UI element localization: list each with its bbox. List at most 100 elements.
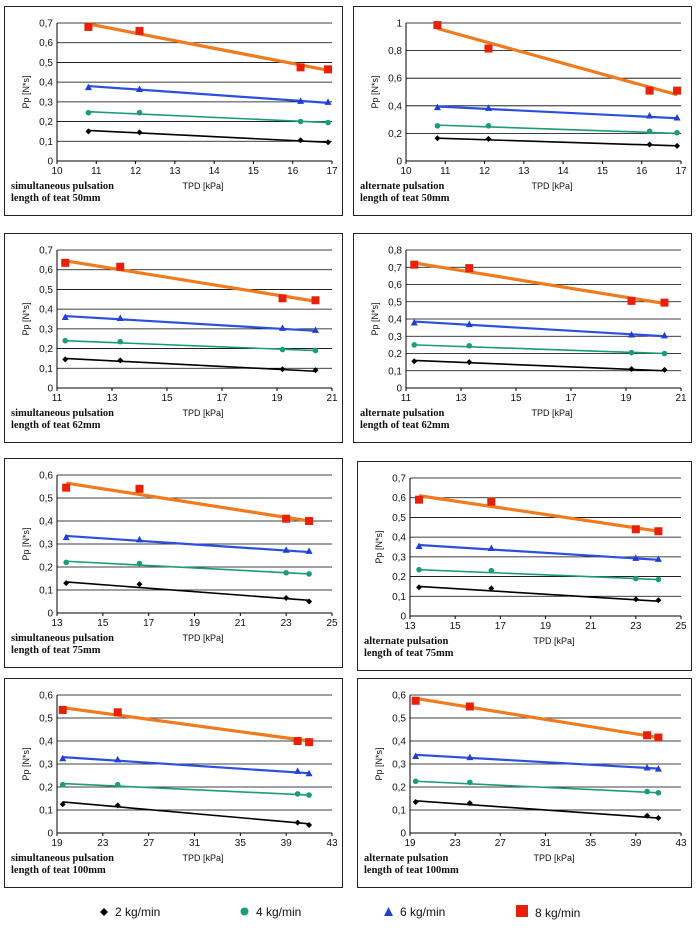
data-point-series-1 xyxy=(325,139,332,146)
chart-caption: simultaneous pulsation length of teat 50m… xyxy=(11,181,114,205)
legend-item-6kg: 6 kg/min xyxy=(384,905,445,919)
x-tick-label: 17 xyxy=(495,621,507,632)
legend-item-4kg: 4 kg/min xyxy=(240,905,301,919)
data-point-series-3 xyxy=(415,542,423,550)
trend-line-series-2 xyxy=(62,782,310,796)
y-tick-label: 0,3 xyxy=(392,760,406,771)
y-tick-label: 0,3 xyxy=(39,324,53,335)
data-point-series-2 xyxy=(136,109,143,116)
data-point-series-2 xyxy=(294,791,301,797)
trend-line-series-2 xyxy=(414,344,665,355)
data-point-series-3 xyxy=(487,544,495,551)
data-point-series-4 xyxy=(484,44,493,53)
data-point-series-3 xyxy=(59,754,67,762)
data-point-series-2 xyxy=(416,566,422,573)
y-tick-label: 0,3 xyxy=(39,760,53,771)
data-point-series-1 xyxy=(466,359,473,366)
legend-label: 6 kg/min xyxy=(400,905,446,919)
x-tick-label: 17 xyxy=(143,618,155,629)
data-point-series-4 xyxy=(654,527,663,536)
trend-line-series-4 xyxy=(64,259,316,303)
x-tick-label: 17 xyxy=(565,393,577,404)
y-axis-label: Pp [N*s] xyxy=(374,747,384,780)
data-point-series-1 xyxy=(297,137,304,144)
x-tick-label: 15 xyxy=(597,166,609,177)
data-point-series-3 xyxy=(279,324,286,331)
data-point-series-4 xyxy=(660,298,669,307)
chart-svg: 0 0,2 0,4 0,6 0,8 1 10 11 12 13 14 15 16 17 Pp [N*s] xyxy=(370,19,687,178)
data-point-series-3 xyxy=(654,765,662,772)
x-tick-label: 12 xyxy=(479,166,491,177)
x-tick-label: 35 xyxy=(235,838,247,849)
y-tick-label: 0,4 xyxy=(39,78,53,89)
x-tick-label: 21 xyxy=(235,618,247,629)
data-point-series-1 xyxy=(674,142,681,149)
data-point-series-1 xyxy=(412,798,419,805)
data-point-series-4 xyxy=(305,738,314,747)
data-point-series-2 xyxy=(434,123,441,129)
data-point-series-4 xyxy=(631,525,640,534)
x-tick-label: 15 xyxy=(450,621,462,632)
trend-line-series-4 xyxy=(88,22,329,72)
data-point-series-2 xyxy=(325,119,331,126)
y-tick-label: 0 xyxy=(400,612,406,623)
x-tick-label: 27 xyxy=(143,838,155,849)
data-point-series-1 xyxy=(485,135,492,142)
caption-line: length of teat 75mm xyxy=(364,648,454,659)
x-tick-label: 23 xyxy=(630,621,642,632)
chart-svg: 0 0,1 0,2 0,3 0,4 0,5 0,6 0,7 0,8 11 13 15 17 19 21 Pp … xyxy=(370,246,687,405)
y-tick-label: 0,7 xyxy=(392,474,406,485)
data-point-series-2 xyxy=(661,350,668,357)
data-point-series-3 xyxy=(465,320,473,328)
trend-line-series-2 xyxy=(437,124,678,135)
data-point-series-2 xyxy=(297,118,304,125)
x-tick-label: 15 xyxy=(248,166,260,177)
trend-line-series-1 xyxy=(88,129,329,144)
chart-caption: alternate pulsation length of teat 75mm xyxy=(364,636,454,660)
trend-line-series-2 xyxy=(88,110,329,124)
chart-svg: 0 0,1 0,2 0,3 0,4 0,5 0,6 19 23 27 31 35 39 43 Pp [N*s… xyxy=(21,691,338,850)
chart-caption: alternate pulsation length of teat 100mm xyxy=(364,853,459,877)
legend-label: 4 kg/min xyxy=(256,905,302,919)
data-point-series-2 xyxy=(306,792,312,798)
trend-line-series-4 xyxy=(418,494,659,533)
data-point-series-2 xyxy=(312,347,319,354)
y-tick-label: 0,5 xyxy=(388,297,402,308)
y-tick-label: 0,4 xyxy=(392,533,406,544)
x-tick-label: 21 xyxy=(326,393,338,404)
trend-line-series-3 xyxy=(415,753,659,770)
x-tick-label: 10 xyxy=(400,166,412,177)
data-point-series-3 xyxy=(485,104,492,111)
y-tick-label: 0,4 xyxy=(39,517,53,528)
y-tick-label: 0,6 xyxy=(392,493,406,504)
trend-line-series-4 xyxy=(415,696,659,740)
data-point-series-1 xyxy=(632,596,639,603)
data-point-series-4 xyxy=(293,737,302,745)
x-tick-label: 14 xyxy=(558,166,570,177)
data-point-series-1 xyxy=(136,581,143,588)
chart-svg: 0 0,1 0,2 0,3 0,4 0,5 0,6 0,7 10 11 12 13 14 15 16 17 Pp… xyxy=(21,19,338,178)
y-tick-label: 0 xyxy=(396,157,402,168)
y-tick-label: 0,1 xyxy=(39,137,53,148)
x-tick-label: 16 xyxy=(287,166,299,177)
data-point-series-2 xyxy=(62,337,69,344)
trend-line-series-1 xyxy=(62,801,310,825)
data-point-series-2 xyxy=(466,342,473,349)
x-tick-label: 27 xyxy=(495,838,507,849)
data-point-series-1 xyxy=(411,358,418,365)
trend-line-series-1 xyxy=(415,800,659,819)
x-axis-label: TPD [kPa] xyxy=(531,408,573,418)
chart-svg: 0 0,1 0,2 0,3 0,4 0,5 0,6 0,7 11 13 15 17 19 21 Pp [N*… xyxy=(21,246,338,405)
x-tick-label: 19 xyxy=(620,393,632,404)
data-point-series-1 xyxy=(136,129,143,136)
x-tick-label: 15 xyxy=(161,393,173,404)
x-axis-label: TPD [kPa] xyxy=(531,181,573,191)
y-tick-label: 0,5 xyxy=(39,285,53,296)
data-point-series-4 xyxy=(296,63,305,72)
square-icon xyxy=(516,905,528,920)
y-tick-label: 0 xyxy=(47,157,53,168)
x-tick-label: 16 xyxy=(636,166,648,177)
caption-line: length of teat 50mm xyxy=(11,193,101,204)
data-point-series-2 xyxy=(63,559,69,566)
y-tick-label: 0,5 xyxy=(39,494,53,505)
